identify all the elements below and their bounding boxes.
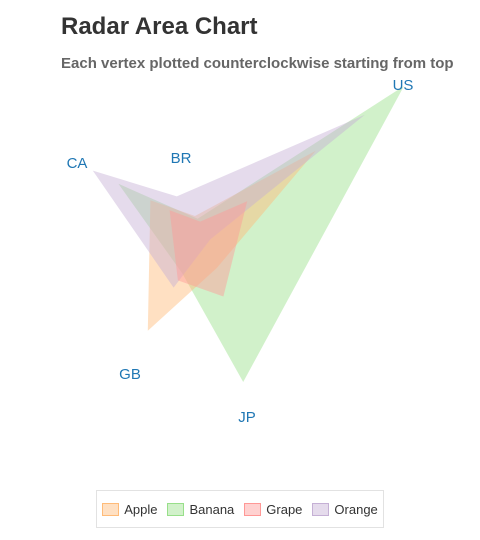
radar-area-apple [147,150,316,331]
axis-label-br: BR [171,150,192,167]
legend-item-grape[interactable]: Grape [244,502,302,517]
radar-area-banana [118,86,405,382]
legend-label: Grape [266,501,303,517]
chart-title: Radar Area Chart [61,13,258,40]
legend-item-orange[interactable]: Orange [312,501,378,517]
radar-area-grape [169,201,248,297]
axis-label-ca: CA [67,155,88,172]
radar-chart: US BR CA GB JP [67,77,414,426]
legend-label: Banana [189,501,235,517]
legend-swatch [312,502,330,516]
legend-label: Apple [124,501,158,517]
radar-area-orange [92,114,365,288]
chart-subtitle: Each vertex plotted counterclockwise sta… [61,55,454,72]
legend-item-banana[interactable]: Banana [167,502,234,517]
chart-legend: Apple Banana Grape Orange [96,490,384,528]
axis-label-gb: GB [119,366,141,383]
legend-item-apple[interactable]: Apple [102,502,157,517]
legend-label: Orange [334,501,378,517]
legend-swatch [167,502,185,516]
axis-label-us: US [393,77,414,94]
axis-label-jp: JP [238,409,256,426]
legend-swatch [244,502,262,516]
legend-swatch [102,502,120,516]
